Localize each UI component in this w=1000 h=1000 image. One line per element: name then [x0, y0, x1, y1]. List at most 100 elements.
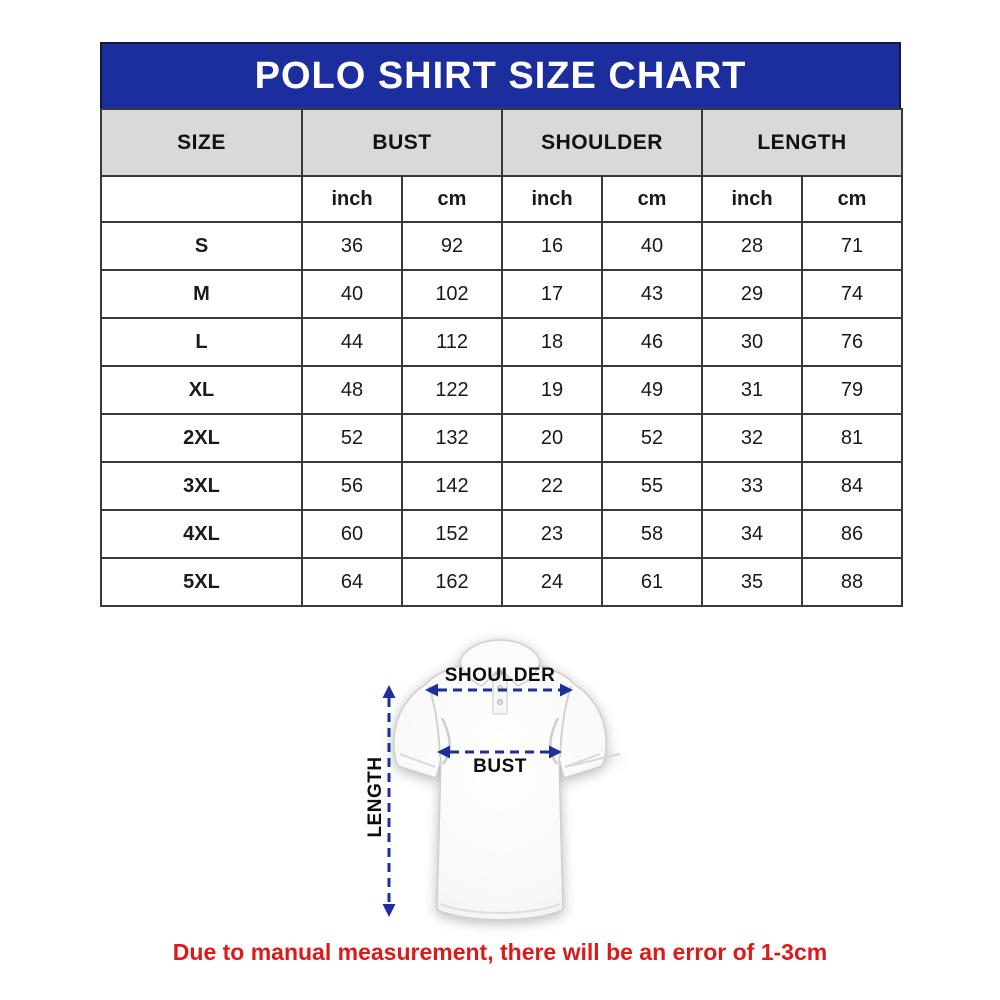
measurement-cell: 88 — [801, 557, 904, 607]
measurement-cell: 86 — [801, 509, 904, 559]
polo-shirt-illustration — [393, 639, 621, 921]
right-sleeve-seam — [559, 685, 572, 758]
measurement-cell: 64 — [301, 557, 403, 607]
measurement-cell: 81 — [801, 413, 904, 463]
length-dimension-label: LENGTH — [365, 756, 386, 837]
measurement-cell: 29 — [701, 269, 804, 319]
measurement-cell: 24 — [501, 557, 604, 607]
size-label-cell: 3XL — [100, 461, 303, 511]
measurement-cell: 43 — [601, 269, 704, 319]
measurement-cell: 122 — [400, 365, 504, 415]
unit-header-shoulder-inch: inch — [501, 175, 604, 223]
measurement-cell: 40 — [601, 221, 704, 271]
unit-header-bust-cm: cm — [400, 175, 504, 223]
table-row-l: L 44 112 18 46 30 76 — [100, 317, 904, 367]
table-row-s: S 36 92 16 40 28 71 — [100, 221, 904, 271]
measurement-cell: 58 — [601, 509, 704, 559]
length-arrow — [382, 685, 396, 917]
size-table: SIZE BUST SHOULDER LENGTH inch cm inch c… — [100, 108, 904, 607]
unit-header-length-inch: inch — [701, 175, 804, 223]
measurement-cell: 23 — [501, 509, 604, 559]
measurement-note: Due to manual measurement, there will be… — [172, 939, 828, 965]
measurement-cell: 22 — [501, 461, 604, 511]
table-header-row: SIZE BUST SHOULDER LENGTH — [100, 108, 904, 177]
measurement-cell: 46 — [601, 317, 704, 367]
button-placket — [492, 675, 508, 715]
measurement-cell: 19 — [501, 365, 604, 415]
shirt-body — [393, 660, 607, 921]
measurement-cell: 71 — [801, 221, 904, 271]
table-row-3xl: 3XL 56 142 22 55 33 84 — [100, 461, 904, 511]
measurement-cell: 52 — [601, 413, 704, 463]
measurement-cell: 18 — [501, 317, 604, 367]
bottom-hem — [439, 903, 561, 914]
measurement-cell: 33 — [701, 461, 804, 511]
shoulder-arrow — [425, 683, 573, 697]
column-header-bust: BUST — [300, 108, 504, 177]
measurement-cell: 142 — [400, 461, 504, 511]
bust-arrow — [437, 745, 562, 759]
right-sleeve-hem — [564, 753, 621, 768]
table-row-4xl: 4XL 60 152 23 58 34 86 — [100, 509, 904, 559]
measurement-cell: 79 — [801, 365, 904, 415]
unit-header-length-cm: cm — [801, 175, 904, 223]
size-label-cell: 5XL — [100, 557, 303, 607]
measurement-diagram: SHOULDER BUST LENGTH — [340, 620, 680, 960]
bust-dimension-label: BUST — [473, 756, 527, 777]
measurement-cell: 35 — [701, 557, 804, 607]
measurement-cell: 162 — [400, 557, 504, 607]
measurement-cell: 74 — [801, 269, 904, 319]
measurement-cell: 112 — [400, 317, 504, 367]
chart-title: POLO SHIRT SIZE CHART — [254, 54, 747, 97]
size-label-cell: L — [100, 317, 303, 367]
shoulder-dimension-label: SHOULDER — [445, 665, 556, 686]
size-chart-panel: POLO SHIRT SIZE CHART SIZE BUST SHOULDER… — [100, 42, 904, 607]
measurement-cell: 16 — [501, 221, 604, 271]
measurement-cell: 44 — [301, 317, 403, 367]
unit-header-row: inch cm inch cm inch cm — [100, 175, 904, 223]
measurement-cell: 56 — [301, 461, 403, 511]
measurement-cell: 132 — [400, 413, 504, 463]
size-label-cell: XL — [100, 365, 303, 415]
measurement-cell: 102 — [400, 269, 504, 319]
size-label-cell: M — [100, 269, 303, 319]
measurement-cell: 76 — [801, 317, 904, 367]
table-row-2xl: 2XL 52 132 20 52 32 81 — [100, 413, 904, 463]
measurement-cell: 40 — [301, 269, 403, 319]
button — [497, 699, 503, 705]
measurement-cell: 92 — [400, 221, 504, 271]
left-sleeve-hem — [399, 753, 436, 768]
measurement-cell: 17 — [501, 269, 604, 319]
size-label-cell: 4XL — [100, 509, 303, 559]
measurement-cell: 28 — [701, 221, 804, 271]
unit-header-bust-inch: inch — [301, 175, 403, 223]
measurement-cell: 49 — [601, 365, 704, 415]
column-header-size: SIZE — [100, 108, 303, 177]
measurement-cell: 55 — [601, 461, 704, 511]
chart-title-bar: POLO SHIRT SIZE CHART — [100, 42, 901, 108]
measurement-cell: 34 — [701, 509, 804, 559]
column-header-shoulder: SHOULDER — [501, 108, 704, 177]
measurement-cell: 48 — [301, 365, 403, 415]
measurement-cell: 32 — [701, 413, 804, 463]
left-armpit-crease — [440, 717, 451, 765]
table-row-xl: XL 48 122 19 49 31 79 — [100, 365, 904, 415]
collar — [459, 639, 541, 687]
measurement-cell: 52 — [301, 413, 403, 463]
measurement-cell: 60 — [301, 509, 403, 559]
table-row-m: M 40 102 17 43 29 74 — [100, 269, 904, 319]
size-label-cell: S — [100, 221, 303, 271]
unit-header-empty — [100, 175, 303, 223]
measurement-cell: 61 — [601, 557, 704, 607]
measurement-cell: 31 — [701, 365, 804, 415]
measurement-cell: 20 — [501, 413, 604, 463]
size-label-cell: 2XL — [100, 413, 303, 463]
measurement-cell: 30 — [701, 317, 804, 367]
unit-header-shoulder-cm: cm — [601, 175, 704, 223]
right-armpit-crease — [549, 717, 560, 765]
measurement-cell: 36 — [301, 221, 403, 271]
measurement-cell: 152 — [400, 509, 504, 559]
table-row-5xl: 5XL 64 162 24 61 35 88 — [100, 557, 904, 607]
column-header-length: LENGTH — [701, 108, 904, 177]
